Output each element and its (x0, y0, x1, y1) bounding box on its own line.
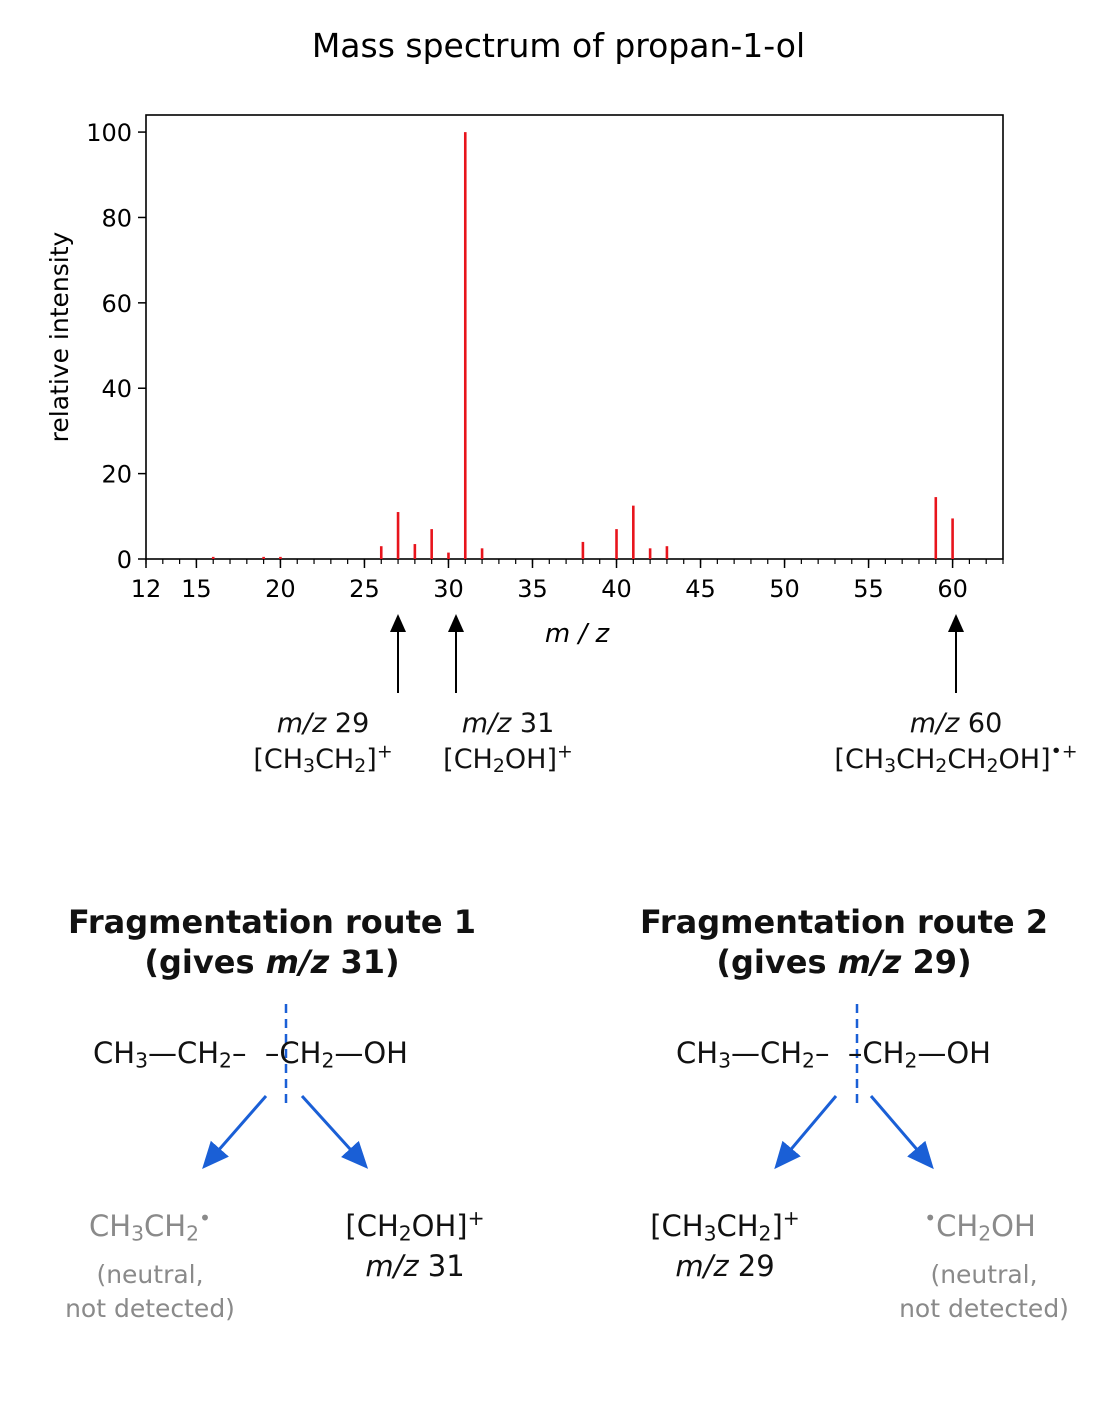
x-tick-label: 45 (685, 575, 716, 603)
route2-left-product: [CH3CH2]+ m/z 29 (650, 1205, 800, 1283)
route2-title: Fragmentation route 2 (gives m/z 29) (640, 903, 1048, 981)
x-tick-label: 55 (853, 575, 884, 603)
x-tick-label: 30 (433, 575, 464, 603)
route2-molecule: CH3—CH2– –CH2—OH (676, 1036, 991, 1073)
x-axis-label: m / z (545, 619, 611, 649)
y-tick-label: 80 (101, 204, 132, 232)
x-tick-label: 60 (937, 575, 968, 603)
route1-arrow-right (300, 1094, 369, 1169)
x-tick-label: 40 (601, 575, 632, 603)
route1-left-product: CH3CH2• (89, 1205, 211, 1246)
y-tick-label: 0 (117, 546, 132, 574)
annotation-mz60: m/z 60 [CH3CH2CH2OH]•+ (806, 706, 1106, 778)
y-tick-label: 60 (101, 290, 132, 318)
route1-right-product: [CH2OH]+ m/z 31 (345, 1205, 485, 1283)
route2-arrow-right (869, 1095, 934, 1170)
y-axis-label: relative intensity (45, 231, 74, 442)
x-tick-label: 15 (181, 575, 212, 603)
annotation-mz31: m/z 31 [CH2OH]+ (418, 706, 598, 778)
route2-arrow-left (774, 1095, 838, 1170)
route1-title: Fragmentation route 1 (gives m/z 31) (68, 903, 476, 981)
route1-left-note: (neutral, not detected) (65, 1260, 235, 1323)
route1-molecule: CH3—CH2– –CH2—OH (93, 1036, 408, 1073)
chart-title: Mass spectrum of propan-1-ol (311, 26, 806, 65)
ion-ch3ch2: [CH3CH2]+ (253, 740, 393, 778)
y-tick-label: 40 (101, 375, 132, 403)
x-tick-label: 20 (265, 575, 296, 603)
ion-molecular: [CH3CH2CH2OH]•+ (834, 740, 1078, 778)
y-tick-label: 20 (101, 461, 132, 489)
ion-ch2oh: [CH2OH]+ (443, 740, 573, 778)
x-tick-label: 25 (349, 575, 380, 603)
x-tick-label: 12 (131, 575, 162, 603)
x-tick-label: 50 (769, 575, 800, 603)
route2-right-note: (neutral, not detected) (899, 1260, 1069, 1323)
annotation-mz29: m/z 29 [CH3CH2]+ (228, 706, 418, 778)
route2-right-product: •CH2OH (924, 1205, 1036, 1246)
y-tick-label: 100 (86, 119, 132, 147)
plot-frame (145, 114, 1004, 560)
x-tick-label: 35 (517, 575, 548, 603)
route1-arrow-left (202, 1095, 268, 1170)
